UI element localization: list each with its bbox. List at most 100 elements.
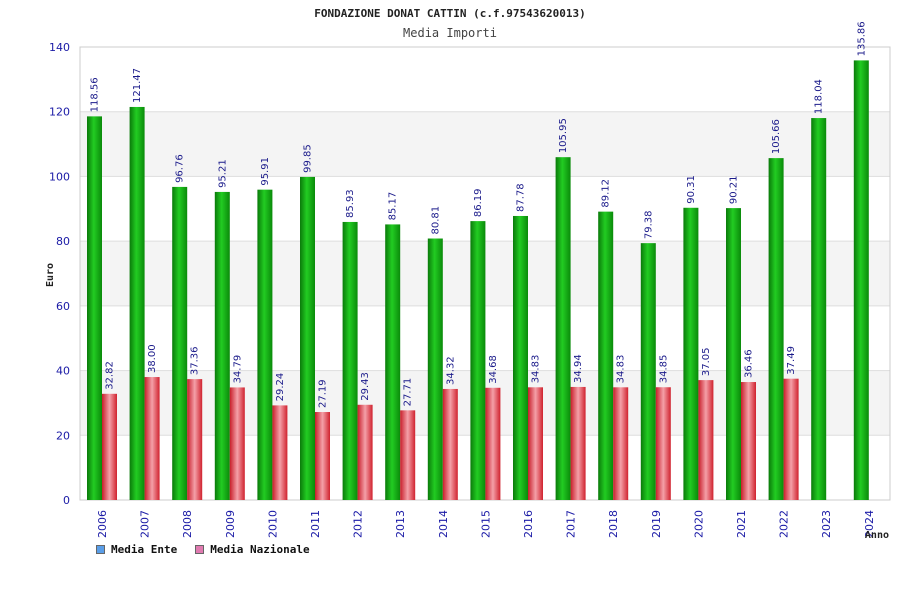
bar-media-ente <box>470 221 486 501</box>
y-tick-label: 40 <box>56 365 70 378</box>
data-label-media-ente: 121.47 <box>132 68 143 103</box>
legend-swatch-media-ente <box>96 545 105 554</box>
data-label-media-ente: 87.78 <box>516 183 527 212</box>
y-tick-label: 120 <box>49 106 70 119</box>
bar-media-ente <box>683 207 699 500</box>
y-axis-label: Euro <box>45 263 56 287</box>
data-label-media-nazionale: 38.00 <box>147 344 158 373</box>
data-label-media-nazionale: 37.36 <box>190 346 201 375</box>
data-label-media-ente: 85.17 <box>388 192 399 221</box>
x-axis-ticks: 2006 2007 2008 2009 2010 2011 2012 2013 2014 2015… <box>96 510 876 538</box>
data-label-media-nazionale: 34.85 <box>658 355 669 384</box>
data-label-media-ente: 95.21 <box>217 159 228 188</box>
data-label-media-nazionale: 34.68 <box>488 355 499 384</box>
data-label-media-ente: 95.91 <box>260 157 271 186</box>
x-tick-label: 2014 <box>437 510 450 538</box>
data-label-media-ente: 105.66 <box>771 119 782 154</box>
x-tick-label: 2020 <box>692 510 705 538</box>
x-tick-label: 2015 <box>479 510 492 538</box>
data-label-media-ente: 135.86 <box>856 21 867 56</box>
bar-media-ente <box>513 215 528 500</box>
y-tick-label: 100 <box>49 170 70 183</box>
data-label-media-ente: 86.19 <box>473 188 484 217</box>
bar-media-nazionale <box>315 412 330 500</box>
y-tick-label: 140 <box>49 41 70 54</box>
bar-media-nazionale <box>442 388 458 500</box>
bar-media-ente <box>555 157 571 500</box>
grid-band <box>80 111 890 177</box>
x-tick-label: 2008 <box>181 510 194 538</box>
y-tick-label: 80 <box>56 235 70 248</box>
x-tick-label: 2016 <box>522 510 535 538</box>
legend-swatch-media-nazionale <box>195 545 205 554</box>
data-label-media-nazionale: 34.94 <box>573 354 584 383</box>
bars: 118.56 32.82 121.47 38.00 96.76 37.36 95.21 34.… <box>87 21 869 501</box>
x-tick-label: 2012 <box>352 510 365 538</box>
bar-media-nazionale <box>613 387 629 500</box>
bar-media-nazionale <box>783 378 799 500</box>
data-label-media-nazionale: 37.49 <box>786 346 797 375</box>
data-label-media-ente: 99.85 <box>303 144 314 173</box>
legend: Media Ente Media Nazionale <box>96 543 310 556</box>
bar-media-ente <box>342 221 358 500</box>
bar-media-ente <box>214 191 230 500</box>
data-label-media-nazionale: 37.05 <box>701 347 712 376</box>
data-label-media-nazionale: 29.43 <box>360 372 371 401</box>
legend-label-media-ente: Media Ente <box>111 543 178 556</box>
bar-media-ente <box>427 238 443 501</box>
bar-media-ente <box>768 158 784 500</box>
y-axis-ticks: 0 20 40 60 80 100 120 140 <box>49 41 70 507</box>
legend-item-media-nazionale: Media Nazionale <box>195 543 310 556</box>
x-tick-label: 2023 <box>820 510 833 538</box>
data-label-media-ente: 90.31 <box>686 175 697 204</box>
bar-media-nazionale <box>570 386 586 500</box>
bar-media-ente <box>300 176 315 500</box>
legend-label-media-nazionale: Media Nazionale <box>210 543 310 556</box>
y-tick-label: 60 <box>56 300 70 313</box>
data-label-media-nazionale: 27.19 <box>318 379 329 408</box>
x-tick-label: 2011 <box>309 510 322 538</box>
bar-media-ente <box>172 186 188 500</box>
x-tick-label: 2013 <box>394 510 407 538</box>
bar-media-nazionale <box>741 382 756 500</box>
x-tick-label: 2024 <box>863 510 876 538</box>
bar-media-nazionale <box>400 410 416 500</box>
bar-media-ente <box>87 116 102 500</box>
x-tick-label: 2018 <box>607 510 620 538</box>
bar-media-nazionale <box>528 387 543 500</box>
data-label-media-ente: 118.04 <box>814 79 825 114</box>
data-label-media-nazionale: 34.32 <box>445 356 456 385</box>
bar-media-ente <box>853 60 869 500</box>
bar-media-nazionale <box>485 387 501 500</box>
y-tick-label: 0 <box>63 494 70 507</box>
x-tick-label: 2019 <box>650 510 663 538</box>
data-label-media-nazionale: 34.83 <box>531 355 542 384</box>
bar-media-nazionale <box>187 379 203 500</box>
data-label-media-nazionale: 36.46 <box>744 349 755 378</box>
data-label-media-ente: 85.93 <box>345 189 356 218</box>
data-label-media-nazionale: 29.24 <box>275 373 286 402</box>
x-axis-label: Anno <box>865 530 889 541</box>
data-label-media-ente: 80.81 <box>430 206 441 235</box>
data-label-media-nazionale: 27.71 <box>403 378 414 407</box>
data-label-media-nazionale: 32.82 <box>105 361 116 390</box>
x-tick-label: 2021 <box>735 510 748 538</box>
bar-media-ente <box>811 118 827 501</box>
bar-media-ente <box>726 208 741 501</box>
bar-media-nazionale <box>272 405 288 500</box>
bar-media-ente <box>640 243 656 501</box>
chart-subtitle: Media Importi <box>403 26 497 40</box>
data-label-media-ente: 118.56 <box>90 77 101 112</box>
bar-media-ente <box>598 211 614 500</box>
data-label-media-ente: 96.76 <box>175 154 186 183</box>
data-label-media-ente: 79.38 <box>643 211 654 240</box>
data-label-media-nazionale: 34.79 <box>232 355 243 384</box>
bar-media-nazionale <box>102 393 117 500</box>
bar-media-nazionale <box>144 377 160 500</box>
chart-title: FONDAZIONE DONAT CATTIN (c.f.97543620013… <box>314 7 586 20</box>
legend-item-media-ente: Media Ente <box>96 543 177 556</box>
bar-media-nazionale <box>357 404 373 500</box>
y-tick-label: 20 <box>56 429 70 442</box>
bar-media-nazionale <box>655 387 671 500</box>
